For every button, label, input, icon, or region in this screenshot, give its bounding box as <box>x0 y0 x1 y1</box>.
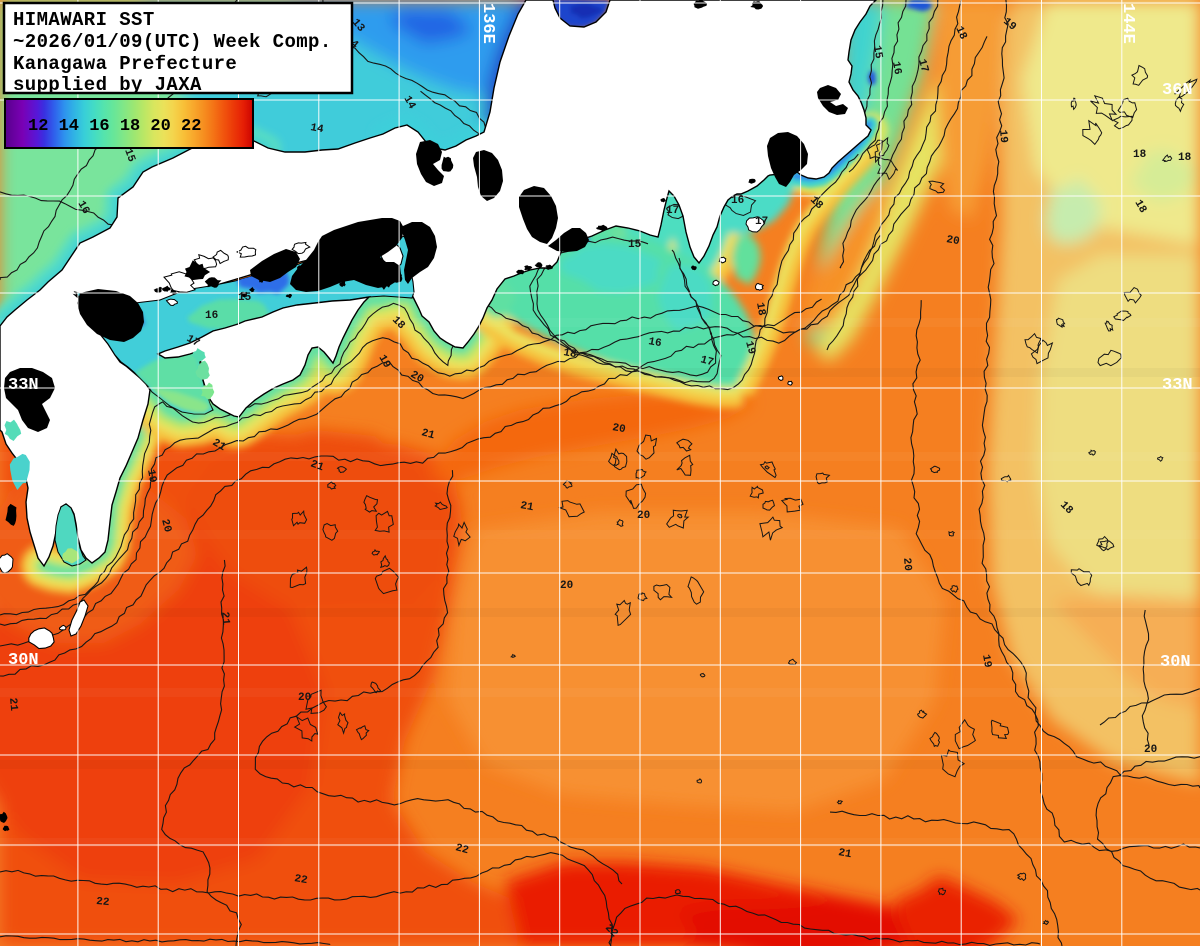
svg-text:supplied by JAXA: supplied by JAXA <box>13 74 202 96</box>
svg-text:21: 21 <box>6 697 19 712</box>
svg-text:14: 14 <box>309 122 324 136</box>
svg-text:30N: 30N <box>8 651 39 670</box>
svg-text:17: 17 <box>699 354 715 369</box>
svg-text:HIMAWARI SST: HIMAWARI SST <box>13 9 155 31</box>
svg-text:16: 16 <box>205 310 218 322</box>
svg-text:22: 22 <box>454 842 470 857</box>
svg-text:21: 21 <box>309 458 326 474</box>
svg-text:20: 20 <box>158 518 173 534</box>
svg-text:20: 20 <box>560 580 573 592</box>
svg-text:20: 20 <box>900 557 913 571</box>
svg-text:20: 20 <box>1144 744 1157 756</box>
svg-text:~2026/01/09(UTC) Week Comp.: ~2026/01/09(UTC) Week Comp. <box>13 31 332 53</box>
svg-text:17: 17 <box>184 333 201 350</box>
svg-text:36N: 36N <box>1162 81 1193 100</box>
svg-text:17: 17 <box>915 58 930 74</box>
svg-text:19: 19 <box>144 469 158 484</box>
svg-text:14: 14 <box>401 94 418 112</box>
svg-text:21: 21 <box>218 611 231 626</box>
svg-text:19: 19 <box>979 654 993 669</box>
svg-text:20: 20 <box>298 692 311 704</box>
svg-text:16: 16 <box>647 336 662 350</box>
svg-text:144E: 144E <box>1118 3 1137 44</box>
svg-text:15: 15 <box>628 239 642 251</box>
svg-text:22: 22 <box>293 873 308 887</box>
svg-text:16: 16 <box>731 195 744 207</box>
svg-text:18: 18 <box>1178 152 1192 164</box>
svg-text:16: 16 <box>75 199 92 216</box>
svg-text:17: 17 <box>666 205 679 217</box>
svg-text:21: 21 <box>210 437 228 454</box>
svg-text:30N: 30N <box>1160 653 1191 672</box>
svg-text:15: 15 <box>870 45 884 60</box>
svg-text:19: 19 <box>742 340 757 356</box>
svg-text:Kanagawa Prefecture: Kanagawa Prefecture <box>13 53 237 75</box>
svg-text:22: 22 <box>96 896 110 909</box>
svg-text:33N: 33N <box>1162 376 1193 395</box>
svg-text:136E: 136E <box>478 3 497 44</box>
svg-text:20: 20 <box>408 369 425 386</box>
svg-text:15: 15 <box>238 292 252 304</box>
svg-text:18: 18 <box>562 347 577 361</box>
svg-text:18: 18 <box>753 302 767 317</box>
svg-text:21: 21 <box>837 847 852 861</box>
svg-text:18: 18 <box>952 25 969 42</box>
svg-text:19: 19 <box>376 353 393 370</box>
svg-text:33N: 33N <box>8 376 39 395</box>
svg-text:20: 20 <box>945 234 960 248</box>
svg-text:18: 18 <box>1133 149 1147 161</box>
svg-text:21: 21 <box>519 500 534 514</box>
svg-text:18: 18 <box>1132 198 1149 216</box>
svg-text:12 14 16 18 20 22: 12 14 16 18 20 22 <box>28 117 201 136</box>
svg-text:20: 20 <box>611 422 626 436</box>
svg-text:15: 15 <box>121 147 137 164</box>
svg-text:19: 19 <box>996 129 1009 143</box>
svg-text:20: 20 <box>637 510 650 522</box>
svg-text:17: 17 <box>755 216 768 228</box>
svg-text:16: 16 <box>889 61 903 76</box>
svg-text:21: 21 <box>420 427 436 442</box>
